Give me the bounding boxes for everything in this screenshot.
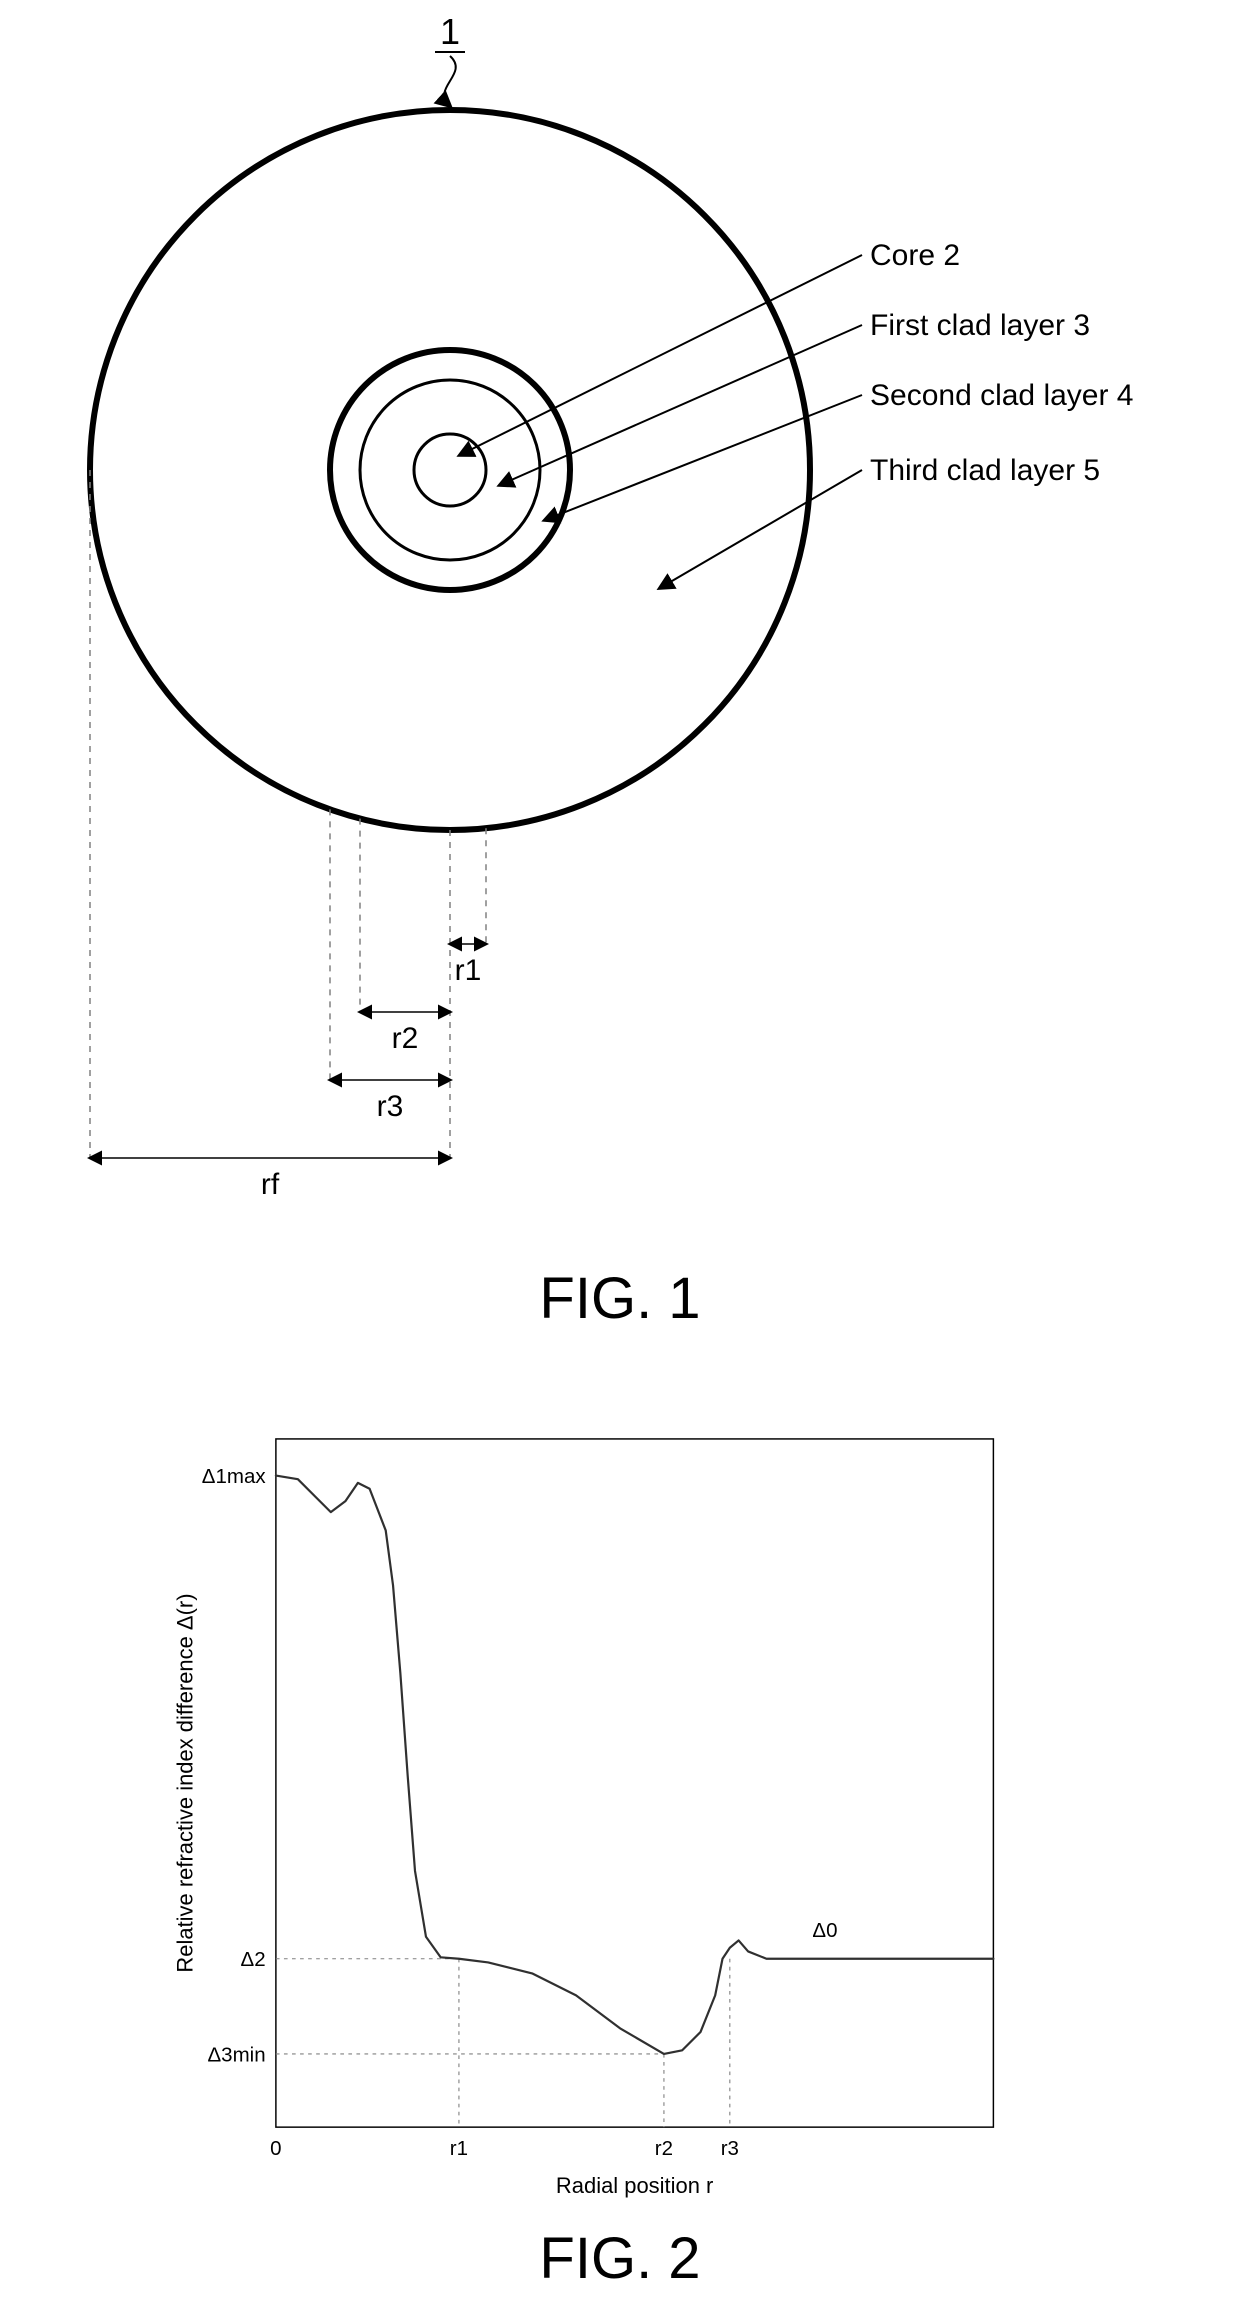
fig1-top-leader [444, 56, 456, 106]
fiber-cross-section [90, 110, 810, 830]
callout-leader-clad3 [660, 470, 862, 588]
chart-box [276, 1439, 994, 2127]
circle-r2 [360, 380, 540, 560]
y-tick-labels: Δ1max Δ2 Δ3min [202, 1465, 267, 2066]
xtick-label: r1 [450, 2137, 468, 2160]
dim-label-r1: r1 [455, 954, 482, 987]
xtick-label: r2 [655, 2137, 673, 2160]
fig1-callouts: Core 2 First clad layer 3 Second clad laye… [460, 239, 1134, 588]
circle-rf [90, 110, 810, 830]
circle-r1 [414, 434, 486, 506]
callout-label-clad2: Second clad layer 4 [870, 379, 1134, 412]
fig1-caption: FIG. 1 [0, 1265, 1240, 1332]
fig1-svg: 1 Core 2 First clad layer 3 Second clad la… [0, 0, 1240, 1260]
fig2-svg: Δ1max Δ2 Δ3min 0 r1 r2 r3 Δ0 Radial position … [0, 1395, 1240, 2215]
callout-label-core: Core 2 [870, 239, 960, 272]
callout-label-clad1: First clad layer 3 [870, 309, 1090, 342]
ytick-label: Δ1max [202, 1465, 267, 1488]
dim-label-rf: rf [261, 1168, 280, 1201]
dim-label-r3: r3 [377, 1090, 404, 1123]
y-axis-label: Relative refractive index difference Δ(r… [172, 1593, 197, 1972]
refractive-index-curve [276, 1476, 994, 2054]
ytick-label: Δ3min [208, 2043, 266, 2066]
fig2-caption: FIG. 2 [0, 2225, 1240, 2292]
dim-label-r2: r2 [392, 1022, 419, 1055]
delta0-label: Δ0 [812, 1919, 837, 1942]
page: 1 Core 2 First clad layer 3 Second clad la… [0, 0, 1240, 2315]
ytick-label: Δ2 [241, 1948, 266, 1971]
x-axis-label: Radial position r [556, 2173, 713, 2198]
callout-label-clad3: Third clad layer 5 [870, 454, 1100, 487]
xtick-label: 0 [270, 2137, 281, 2160]
x-tick-labels: 0 r1 r2 r3 [270, 2137, 739, 2160]
fig1-dims: r1 r2 r3 rf [90, 944, 486, 1201]
xtick-label: r3 [721, 2137, 739, 2160]
chart-guides [276, 1959, 730, 2127]
callout-leader-core [460, 255, 862, 455]
callout-leader-clad2 [545, 395, 862, 520]
fig1-top-label: 1 [440, 11, 460, 52]
fig1-vdash [90, 470, 486, 1158]
